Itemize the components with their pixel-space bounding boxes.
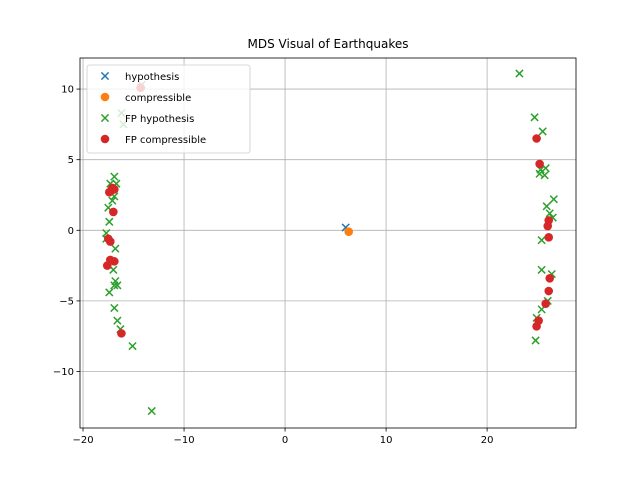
series-fp-hypothesis	[102, 69, 558, 416]
point-fp-compressible	[544, 286, 554, 296]
point-fp-compressible	[544, 233, 554, 242]
point-fp-compressible	[535, 159, 544, 169]
point-fp-hypothesis	[108, 196, 117, 205]
point-fp-hypothesis	[515, 69, 524, 78]
point-fp-compressible	[117, 329, 126, 338]
legend-label: FP compressible	[125, 135, 206, 146]
point-fp-compressible	[532, 322, 541, 331]
x-tick-label: 10	[380, 435, 393, 446]
legend-marker	[100, 113, 110, 123]
point-fp-hypothesis	[105, 288, 114, 297]
point-fp-hypothesis	[542, 202, 551, 211]
y-tick-label: 5	[68, 155, 74, 166]
legend-label: compressible	[125, 93, 191, 104]
point-compressible	[344, 227, 354, 237]
point-fp-hypothesis	[540, 171, 549, 180]
point-fp-compressible	[102, 261, 112, 270]
point-fp-compressible	[106, 237, 115, 246]
point-fp-hypothesis	[113, 316, 122, 325]
y-tick-label: 0	[68, 226, 74, 237]
x-tick-label: 20	[481, 435, 494, 446]
point-fp-hypothesis	[147, 406, 156, 416]
data-points	[102, 69, 558, 416]
series-fp-compressible	[102, 83, 555, 338]
x-tick-label: 0	[282, 435, 288, 446]
x-tick-label: −10	[173, 435, 194, 446]
point-fp-hypothesis	[110, 172, 119, 181]
point-fp-hypothesis	[113, 281, 122, 290]
point-fp-compressible	[543, 221, 553, 231]
point-fp-hypothesis	[535, 169, 544, 178]
point-fp-hypothesis	[538, 127, 547, 136]
legend-marker	[100, 134, 110, 144]
point-fp-hypothesis	[537, 265, 546, 274]
point-fp-hypothesis	[105, 217, 114, 226]
legend: hypothesis compressible FP hypothesis FP co…	[86, 64, 251, 154]
plot-frame	[79, 57, 577, 429]
y-tick-label: −5	[59, 296, 74, 307]
y-tick-label: 10	[61, 85, 74, 96]
chart-title: MDS Visual of Earthquakes	[248, 37, 409, 51]
point-fp-hypothesis	[111, 244, 120, 253]
point-fp-compressible	[545, 274, 555, 283]
y-tick-label: −10	[53, 367, 74, 378]
axis-ticks: −20 −10 0 10 20 −10 −5 0 5 10	[53, 85, 494, 446]
point-fp-hypothesis	[531, 336, 540, 345]
legend-marker	[100, 71, 110, 81]
point-fp-compressible	[107, 186, 116, 196]
grid-lines	[80, 58, 576, 428]
legend-label: hypothesis	[125, 72, 179, 83]
point-fp-hypothesis	[545, 209, 554, 218]
legend-box	[86, 64, 251, 154]
point-fp-hypothesis	[549, 195, 558, 204]
point-fp-compressible	[541, 299, 550, 309]
point-fp-compressible	[109, 207, 118, 217]
point-fp-compressible	[532, 134, 541, 143]
point-fp-hypothesis	[537, 236, 546, 245]
series-compressible	[344, 227, 354, 237]
x-tick-label: −20	[72, 435, 93, 446]
legend-marker	[100, 92, 110, 102]
point-fp-compressible	[110, 257, 119, 266]
point-fp-hypothesis	[110, 303, 119, 313]
point-fp-hypothesis	[530, 113, 539, 122]
point-fp-hypothesis	[110, 281, 119, 290]
legend-label: FP hypothesis	[125, 114, 194, 125]
point-fp-hypothesis	[128, 341, 137, 351]
